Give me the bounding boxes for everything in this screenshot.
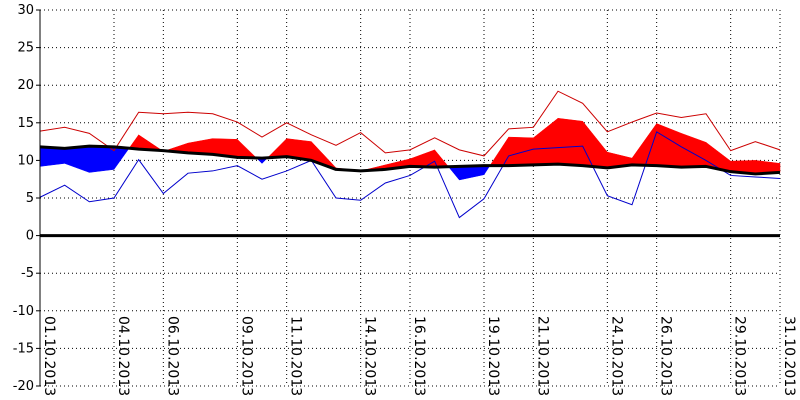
above-norm-area bbox=[656, 123, 682, 168]
x-tick-label: 11.10.2013 bbox=[288, 316, 304, 396]
series-line-max bbox=[39, 90, 781, 157]
axes bbox=[36, 9, 780, 387]
tick-labels: 30 25 20 15 10 5 0 -5 -10 -15 -20 01.10.2013 04.10.2… bbox=[13, 3, 797, 396]
x-tick-label: 04.10.2013 bbox=[115, 316, 131, 396]
series-line-norm bbox=[39, 144, 781, 176]
above-norm-area bbox=[557, 118, 583, 166]
above-norm-area bbox=[409, 149, 435, 168]
above-norm-area bbox=[533, 117, 559, 166]
x-tick-label: 19.10.2013 bbox=[485, 316, 501, 396]
y-tick-label: 20 bbox=[17, 78, 34, 93]
x-tick-label: 16.10.2013 bbox=[411, 316, 427, 396]
below-norm-area bbox=[113, 146, 130, 171]
series-lines bbox=[39, 90, 781, 219]
x-tick-label: 31.10.2013 bbox=[781, 316, 797, 396]
x-tick-label: 14.10.2013 bbox=[362, 316, 378, 396]
y-tick-label: 10 bbox=[17, 153, 34, 168]
x-tick-label: 24.10.2013 bbox=[608, 316, 624, 396]
y-tick-label: -10 bbox=[13, 304, 34, 319]
y-tick-label: 0 bbox=[26, 229, 34, 244]
above-norm-area bbox=[434, 149, 450, 168]
anomaly-fill bbox=[39, 117, 781, 181]
y-tick-label: 30 bbox=[17, 3, 34, 18]
above-norm-area bbox=[237, 138, 258, 159]
y-tick-label: -15 bbox=[13, 341, 34, 356]
x-tick-label: 06.10.2013 bbox=[164, 316, 180, 396]
below-norm-area bbox=[447, 166, 460, 181]
x-tick-label: 01.10.2013 bbox=[41, 316, 57, 396]
below-norm-area bbox=[39, 146, 65, 167]
x-tick-label: 29.10.2013 bbox=[732, 316, 748, 396]
below-norm-area bbox=[89, 145, 115, 173]
above-norm-area bbox=[266, 137, 287, 159]
y-tick-label: 25 bbox=[17, 41, 34, 56]
below-norm-area bbox=[459, 165, 485, 181]
x-tick-label: 09.10.2013 bbox=[238, 316, 254, 396]
above-norm-area bbox=[681, 132, 707, 168]
y-tick-label: 5 bbox=[26, 191, 34, 206]
above-norm-area bbox=[508, 136, 534, 166]
y-tick-label: 15 bbox=[17, 116, 34, 131]
x-tick-label: 21.10.2013 bbox=[534, 316, 550, 396]
below-norm-area bbox=[64, 145, 90, 173]
series-line-min bbox=[39, 131, 781, 219]
y-tick-label: -20 bbox=[13, 379, 34, 394]
y-tick-label: -5 bbox=[21, 266, 34, 281]
above-norm-area bbox=[631, 122, 657, 166]
x-tick-label: 26.10.2013 bbox=[658, 316, 674, 396]
